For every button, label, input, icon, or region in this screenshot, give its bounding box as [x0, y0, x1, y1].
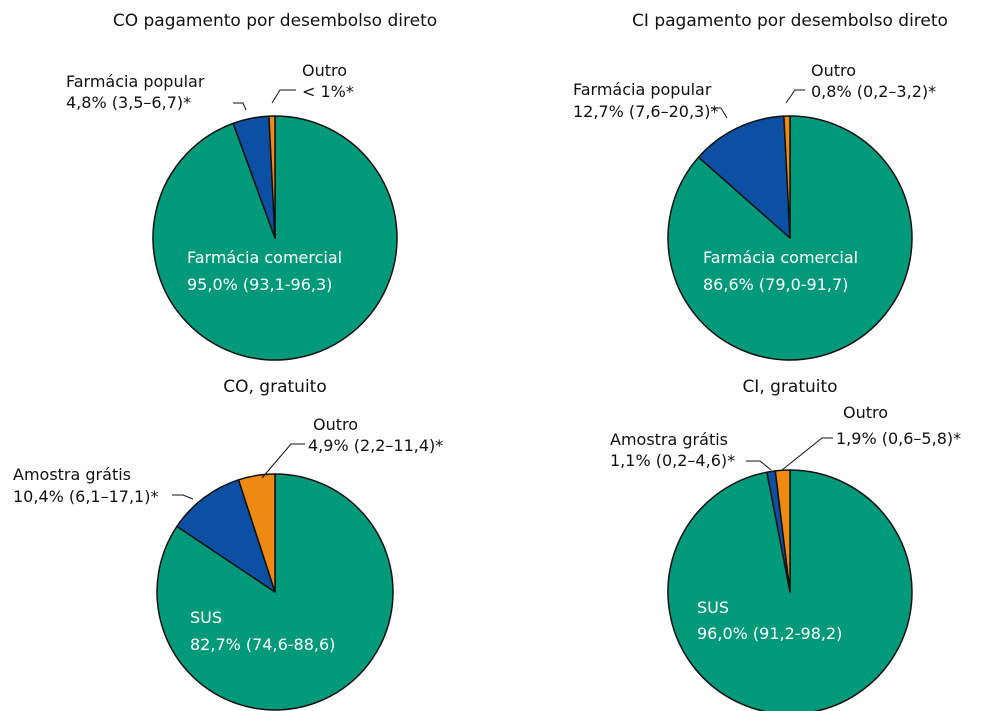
leader-line — [233, 102, 247, 111]
slice-name-amostra-gratis: Amostra grátis — [610, 430, 728, 449]
chart-title: CO, gratuito — [223, 377, 327, 397]
leader-line — [172, 494, 194, 500]
leader-line — [271, 89, 296, 104]
chart-title: CI, gratuito — [742, 377, 837, 397]
leader-line — [781, 437, 833, 471]
slice-label-outro: 4,9% (2,2–11,4)* — [308, 436, 443, 455]
slice-label-farmacia-popular: 12,7% (7,6–20,3)* — [573, 102, 718, 121]
slice-name-amostra-gratis: Amostra grátis — [13, 465, 131, 484]
slice-name-sus: SUS — [190, 608, 222, 627]
slice-label-outro: < 1%* — [302, 82, 354, 101]
pie-chart-co-gratuito: CO, gratuito Amostra grátis 10,4% (6,1–1… — [13, 377, 443, 711]
leader-line — [711, 107, 728, 119]
slice-label-farmacia-popular: 4,8% (3,5–6,7)* — [66, 93, 191, 112]
slice-name-farmacia-popular: Farmácia popular — [573, 80, 712, 99]
pie-slice-outro — [237, 473, 276, 593]
slice-label-amostra-gratis: 10,4% (6,1–17,1)* — [13, 487, 158, 506]
leader-line — [261, 443, 305, 479]
slice-label-outro: 0,8% (0,2–3,2)* — [811, 82, 936, 101]
slice-name-outro: Outro — [302, 61, 347, 80]
slice-name-sus: SUS — [697, 598, 729, 617]
slice-label-farmacia-comercial: 86,6% (79,0-91,7) — [703, 275, 848, 294]
leader-line — [746, 460, 772, 471]
pie-chart-ci-desembolso: CI pagamento por desembolso direto Farmá… — [573, 11, 948, 361]
slice-label-amostra-gratis: 1,1% (0,2–4,6)* — [610, 451, 735, 470]
pie-slice-outro — [783, 115, 791, 239]
slice-name-outro: Outro — [843, 403, 888, 422]
slice-label-sus: 96,0% (91,2-98,2) — [697, 624, 842, 643]
pie-slice-farmacia-popular — [697, 115, 791, 239]
pie-chart-co-desembolso: CO pagamento por desembolso direto Farmá… — [66, 11, 437, 361]
slice-name-farmacia-popular: Farmácia popular — [66, 72, 205, 91]
slice-label-sus: 82,7% (74,6-88,6) — [190, 635, 335, 654]
pie-slice-sus — [156, 473, 394, 711]
pie-slice-outro — [774, 469, 791, 593]
pie-chart-ci-gratuito: CI, gratuito Amostra grátis 1,1% (0,2–4,… — [610, 377, 961, 711]
pie-slice-outro — [268, 115, 276, 239]
pie-slice-amostra-gratis — [176, 479, 276, 593]
chart-title: CI pagamento por desembolso direto — [632, 11, 948, 31]
slice-label-farmacia-comercial: 95,0% (93,1-96,3) — [187, 275, 332, 294]
chart-title: CO pagamento por desembolso direto — [113, 11, 437, 31]
pie-slice-sus — [667, 469, 913, 711]
slice-name-farmacia-comercial: Farmácia comercial — [703, 248, 858, 267]
slice-label-outro: 1,9% (0,6–5,8)* — [836, 429, 961, 448]
slice-name-farmacia-comercial: Farmácia comercial — [187, 248, 342, 267]
slice-name-outro: Outro — [811, 61, 856, 80]
leader-line — [785, 89, 805, 104]
slice-name-outro: Outro — [313, 415, 358, 434]
